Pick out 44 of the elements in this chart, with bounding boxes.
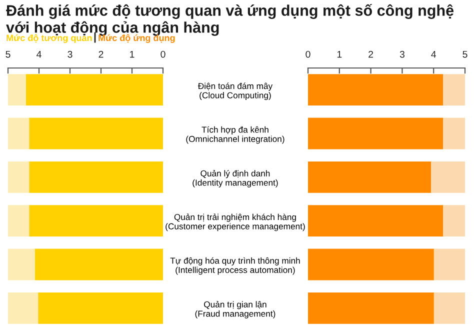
bar xyxy=(29,161,163,193)
y-tick-label: Tự động hóa quy trình thông minh (Intelligent process automation) xyxy=(170,257,300,275)
bar xyxy=(38,292,163,324)
x-tick-label: 5 xyxy=(462,50,468,58)
x-tick-label: 2 xyxy=(368,50,374,58)
x-tick-label: 3 xyxy=(400,50,404,58)
y-tick-label: Quản lý định danh (Identity management) xyxy=(192,170,278,188)
x-tick-label: 2 xyxy=(98,50,104,58)
text: Mức độ tương quan xyxy=(6,34,92,43)
bar xyxy=(434,292,465,324)
bar xyxy=(443,205,465,237)
bar xyxy=(308,248,434,280)
bar xyxy=(308,205,444,237)
bar xyxy=(443,74,465,106)
x-tick-label: 0 xyxy=(160,50,166,58)
bar xyxy=(308,292,434,324)
x-tick-label: 3 xyxy=(68,50,72,58)
x-tick-label: 1 xyxy=(337,50,342,58)
bar xyxy=(8,161,30,193)
x-tick-label: 1 xyxy=(130,50,134,58)
bar xyxy=(8,205,30,237)
x-tick-label: 0 xyxy=(306,50,310,58)
bar xyxy=(443,118,465,150)
bar xyxy=(29,118,163,150)
bar xyxy=(8,74,26,106)
x-tick-label: 4 xyxy=(431,50,436,58)
bar xyxy=(8,248,35,280)
x-tick-label: 4 xyxy=(36,50,42,58)
bar xyxy=(8,292,38,324)
y-tick-label: Tích hợp đa kênh (Omnichannel integration) xyxy=(186,126,284,144)
bar xyxy=(26,74,163,106)
bar xyxy=(434,248,465,280)
bar xyxy=(29,205,163,237)
y-tick-label: Quản trị trải nghiệm khách hàng (Customer experience management) xyxy=(166,214,305,232)
text: Mức độ ứng dụng xyxy=(98,34,175,43)
y-tick-label: Quản trị gian lận (Fraud management) xyxy=(195,300,276,318)
x-tick-label: 5 xyxy=(6,50,10,58)
bar xyxy=(431,161,465,193)
bar xyxy=(8,118,30,150)
bar xyxy=(308,161,432,193)
bar xyxy=(34,248,163,280)
bar xyxy=(308,118,444,150)
y-tick-label: Điện toán đám mây (Cloud Computing) xyxy=(198,82,273,100)
bar xyxy=(308,74,444,106)
